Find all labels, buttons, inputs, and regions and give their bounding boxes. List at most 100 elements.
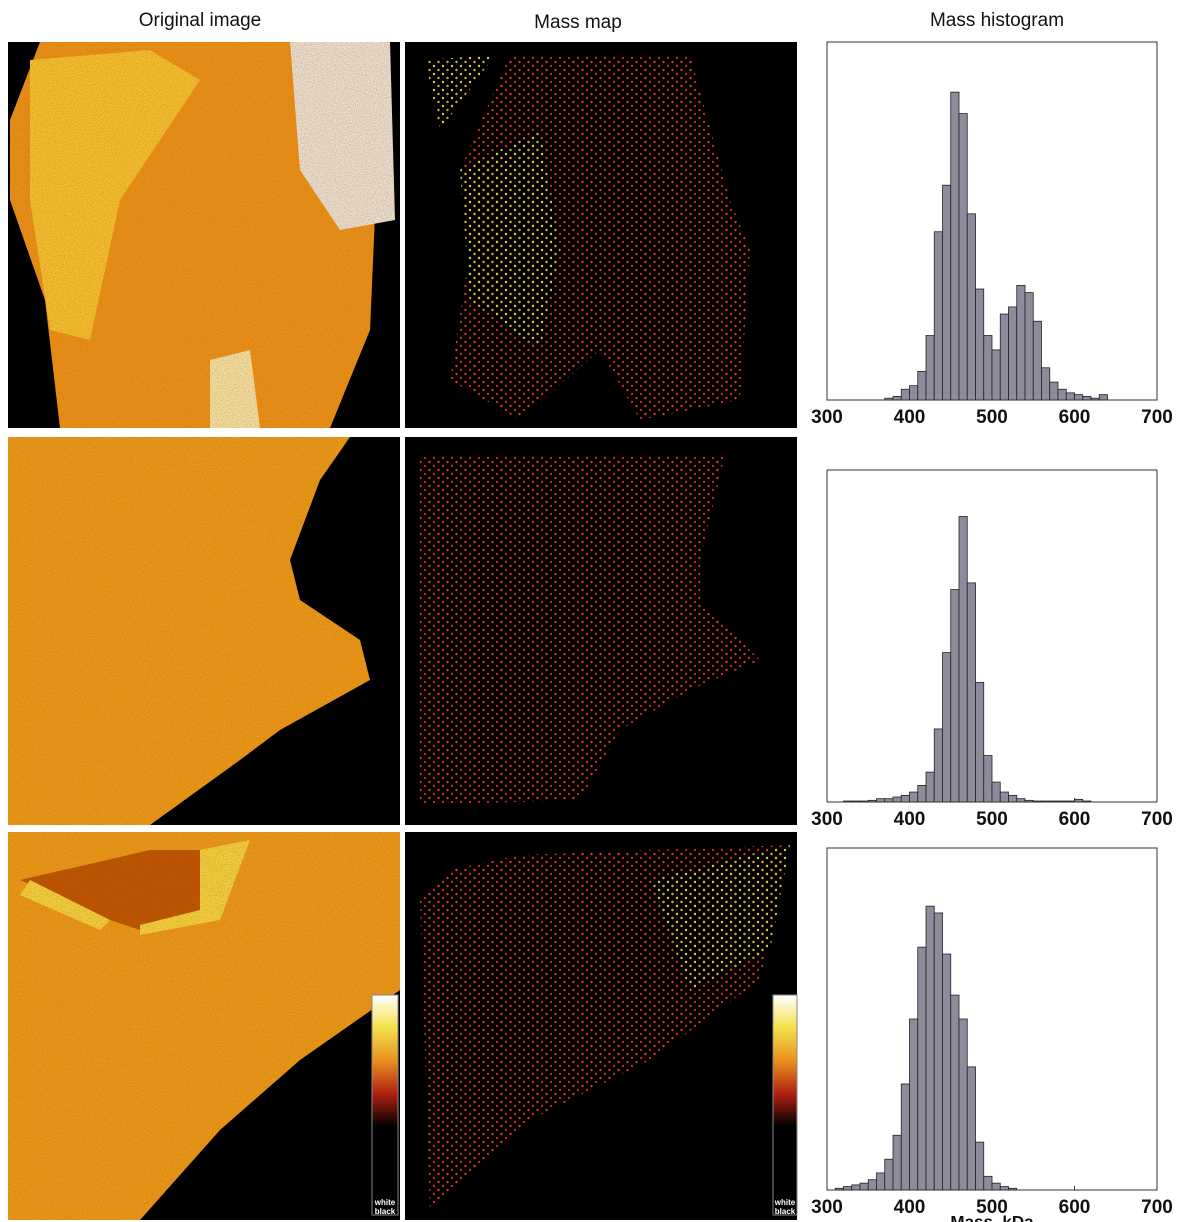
lut-bar [773, 995, 797, 1215]
histogram-bar [1009, 795, 1017, 802]
histogram-bar [852, 1185, 860, 1190]
histogram-bar [877, 1173, 885, 1190]
histogram-bar [976, 682, 984, 802]
x-tick-label: 300 [811, 809, 843, 830]
histogram-bar [852, 801, 860, 802]
histogram-bar [967, 214, 975, 400]
histogram-bar [1083, 801, 1091, 802]
histogram-bar [967, 1067, 975, 1190]
histogram-bar [976, 1142, 984, 1190]
histogram-bar [901, 795, 909, 802]
histogram-bar [860, 1183, 868, 1190]
lut-label: white [374, 1198, 396, 1207]
histogram-bar [992, 350, 1000, 400]
histogram-bar [959, 516, 967, 802]
x-tick-label: 400 [894, 809, 926, 830]
histogram-bar [893, 797, 901, 802]
x-tick-label: 400 [894, 407, 926, 428]
histogram-bar [860, 801, 868, 802]
histogram-bar [984, 1176, 992, 1190]
mass-map [405, 437, 797, 825]
histogram-bar [910, 386, 918, 400]
histogram-bar [1000, 1187, 1008, 1190]
histogram-bar [910, 1019, 918, 1190]
histogram-bar [918, 947, 926, 1190]
lut-label: black [375, 1207, 396, 1216]
histogram-bar [918, 785, 926, 802]
histogram-bar [885, 799, 893, 802]
original-image: LUT white black [8, 832, 400, 1220]
histogram-bar [901, 1084, 909, 1190]
histogram-bar [877, 799, 885, 802]
histogram-bar [934, 729, 942, 802]
histogram-bar [967, 583, 975, 802]
histogram-bar [959, 1019, 967, 1190]
histogram-bar [868, 1180, 876, 1190]
histogram-bar [1075, 799, 1083, 802]
histogram-bar [893, 396, 901, 400]
lut-title: LUT [377, 996, 393, 1005]
histogram-bar [984, 756, 992, 802]
x-axis-label: Mass, kDa [950, 1212, 1034, 1222]
histogram-bar [885, 1159, 893, 1190]
histogram-bar [1042, 801, 1050, 802]
histogram-bar [1066, 393, 1074, 400]
histogram-bar [926, 772, 934, 802]
histogram-bar [1025, 293, 1033, 400]
histogram-bar [951, 590, 959, 802]
histogram-bar [951, 92, 959, 400]
histogram-bar [1099, 395, 1107, 400]
plot-frame [827, 848, 1157, 1190]
histogram-bar [943, 954, 951, 1190]
histogram-bar [835, 1188, 843, 1190]
column-header: Original image [139, 10, 262, 31]
histogram-bar [959, 114, 967, 400]
histogram-bar [976, 289, 984, 400]
histogram-bar [1017, 285, 1025, 400]
mass-map: LUT white black [405, 832, 797, 1220]
histogram-bar [844, 801, 852, 802]
histogram-bar [1050, 801, 1058, 802]
column-header: Mass map [534, 12, 622, 33]
histogram-bar [1066, 801, 1074, 802]
histogram-bar [1025, 800, 1033, 802]
histogram-bar [918, 371, 926, 400]
x-tick-label: 300 [811, 1197, 843, 1218]
histogram-bar [1083, 396, 1091, 400]
histogram-bar [943, 185, 951, 400]
x-tick-label: 300 [811, 407, 843, 428]
x-tick-label: 500 [976, 809, 1008, 830]
histogram-bar [893, 1135, 901, 1190]
x-tick-label: 700 [1141, 809, 1173, 830]
histogram-bar [984, 336, 992, 400]
histogram-bar [1075, 395, 1083, 400]
histogram-bar [934, 232, 942, 400]
lut-bar [372, 995, 398, 1215]
histogram-bar [943, 653, 951, 802]
histogram-bar [901, 389, 909, 400]
histogram-bar [1000, 314, 1008, 400]
histogram-bar [1033, 801, 1041, 802]
histogram-bar [1050, 382, 1058, 400]
histogram-bar [934, 913, 942, 1190]
histogram-bar [1033, 321, 1041, 400]
histogram-bar [1017, 799, 1025, 802]
histogram-bar [1042, 368, 1050, 400]
x-tick-label: 700 [1141, 407, 1173, 428]
histogram-bar [951, 995, 959, 1190]
histogram-bar [1058, 389, 1066, 400]
lut-label: black [775, 1207, 796, 1216]
histogram-bar [1058, 801, 1066, 802]
original-image [8, 42, 400, 428]
column-header: Mass histogram [930, 10, 1064, 31]
histogram-bar [868, 800, 876, 802]
histogram-bar [1091, 398, 1099, 400]
histogram-bar [844, 1187, 852, 1190]
histogram-bar [992, 1183, 1000, 1190]
x-tick-label: 700 [1141, 1197, 1173, 1218]
figure: Original image Mass map Mass histogram L… [0, 0, 1186, 1222]
histogram-bar [1009, 1188, 1017, 1190]
histogram-bar [1000, 792, 1008, 802]
mass-map [405, 42, 797, 428]
lut-title: LUT [777, 996, 793, 1005]
